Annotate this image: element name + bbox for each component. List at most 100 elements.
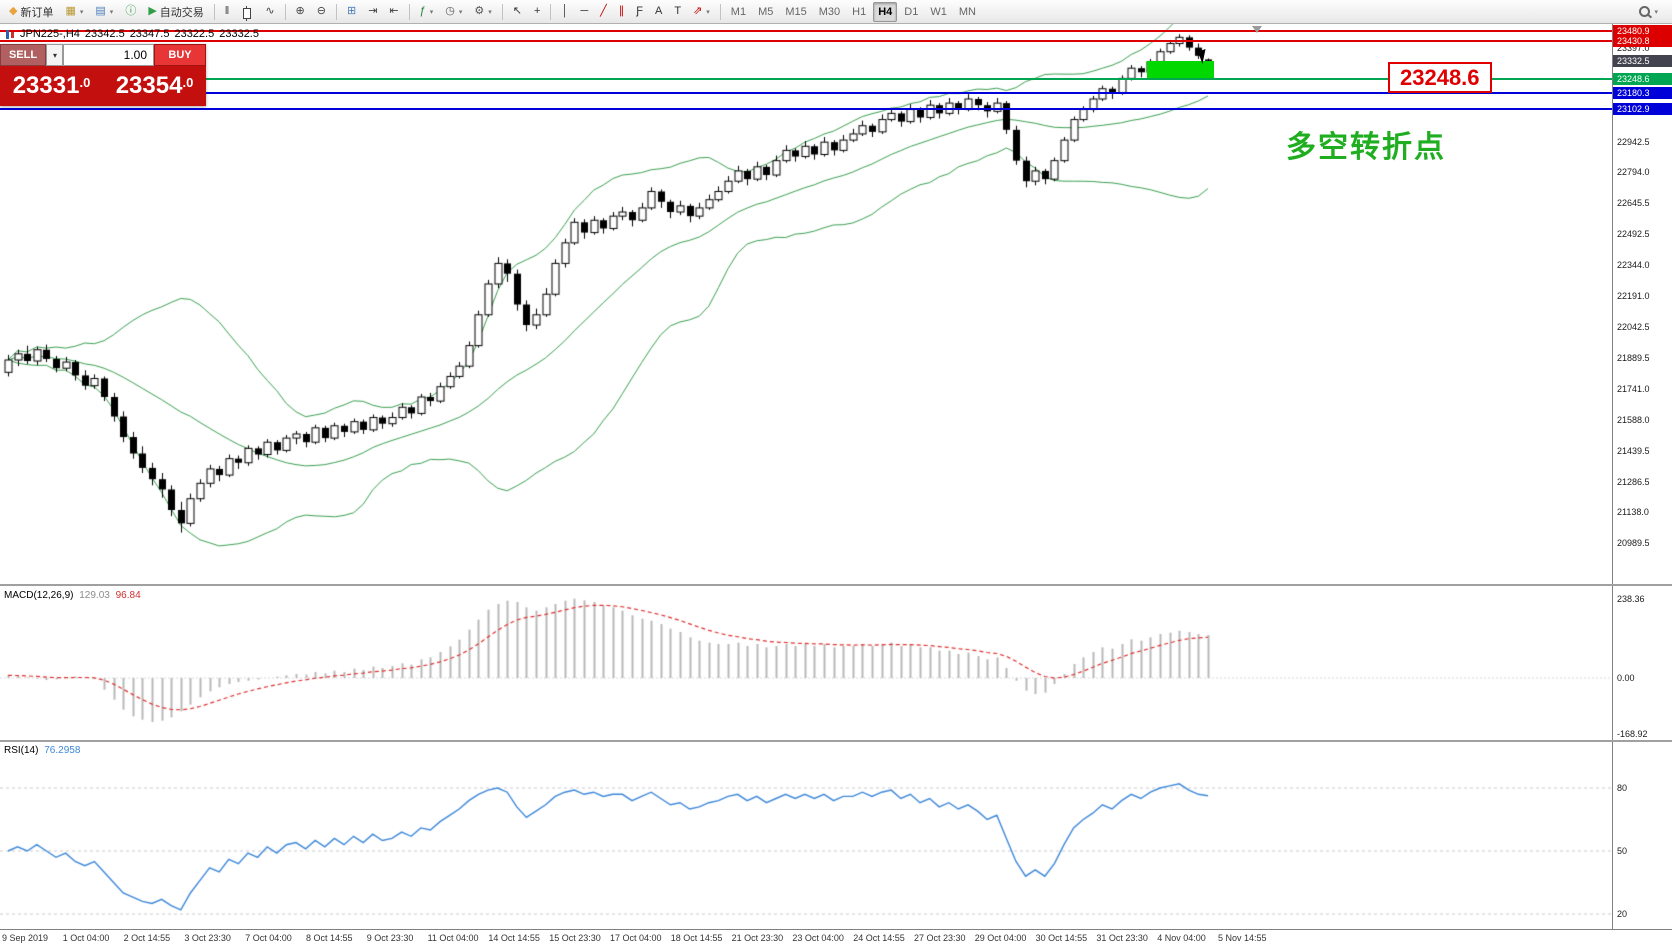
periods-button[interactable]: ◷ ▾ (440, 2, 467, 22)
price-axis-label: 20989.5 (1617, 538, 1650, 548)
timeframe-d1-button[interactable]: D1 (899, 2, 923, 22)
zoom-out-button[interactable]: ⊖ (312, 2, 331, 22)
buy-price-button[interactable]: 23354 .0 (103, 66, 206, 106)
horizontal-line-icon: ─ (580, 5, 589, 17)
label-button[interactable]: T (669, 2, 686, 22)
volume-input[interactable] (63, 44, 154, 66)
price-axis-label: 22492.5 (1617, 229, 1650, 240)
volume-dropdown-button[interactable]: ▾ (46, 44, 63, 66)
price-axis-box: 23180.3 (1613, 86, 1672, 99)
time-axis-label: 9 Oct 23:30 (366, 933, 414, 943)
ohlc-close: 23332.5 (219, 28, 259, 40)
chart-symbol-icon (5, 29, 15, 40)
turning-point-annotation[interactable]: 多空转折点 (1286, 131, 1446, 164)
time-axis-label: 21 Oct 23:30 (731, 933, 784, 943)
timeframe-m15-button-label: M15 (785, 5, 807, 18)
mql5-button[interactable]: ⓘ (120, 2, 141, 22)
price-callout[interactable]: 23248.6 (1388, 62, 1492, 93)
horizontal-line-button[interactable]: ─ (575, 2, 593, 22)
breakout-zone[interactable] (1147, 60, 1214, 79)
line-chart-button[interactable]: ∿ (260, 2, 279, 22)
main-macd-splitter[interactable] (0, 584, 1672, 586)
timeframe-mn-button-label: MN (958, 5, 976, 18)
templates-button[interactable]: ⚙ ▾ (469, 2, 496, 22)
timeframe-m30-button[interactable]: M30 (814, 2, 845, 22)
vertical-line-icon: │ (561, 5, 569, 17)
channel-button[interactable]: ∥ (614, 2, 630, 22)
ohlc-low: 23322.5 (174, 28, 215, 40)
dropdown-caret-icon: ▾ (1654, 8, 1658, 16)
sell-price-button[interactable]: 23331 .0 (0, 66, 103, 106)
timeframe-m1-button-label: M1 (730, 5, 747, 18)
toolbar-left: ◆ 新订单 ▦ ▾ ▤ ▾ ⓘ ▶ 自动交易 ǁ ∿ ⊕ ⊖ ⊞ ⇥ ⇤ ƒ ▾ ◷ ▾ ⚙ ▾ ↖ + │ ─ ╱ ∥ Ƒ A T ⇗ ▾ M1… (0, 0, 982, 23)
new-order-button-label: 新订单 (20, 6, 54, 19)
timeframe-m15-button[interactable]: M15 (780, 2, 811, 22)
price-axis[interactable]: 23397.0 22942.5 22794.0 22645.5 22492.5 22344… (1612, 0, 1672, 947)
crosshair-icon: + (534, 5, 541, 17)
timeframe-w1-button[interactable]: W1 (925, 2, 952, 22)
macd-rsi-splitter[interactable] (0, 740, 1672, 742)
toolbar-separator (335, 3, 337, 20)
pivot-line[interactable] (0, 77, 1612, 80)
buy-button[interactable]: BUY (154, 44, 206, 66)
macd-main-value: 129.03 (79, 590, 110, 601)
macd-label: MACD(12,26,9) 129.03 96.84 (4, 590, 141, 601)
timeframe-mn-button[interactable]: MN (954, 2, 981, 22)
time-axis-label: 15 Oct 23:30 (549, 933, 601, 943)
cursor-button[interactable]: ↖ (508, 2, 527, 22)
zoom-in-button[interactable]: ⊕ (291, 2, 310, 22)
new-order-button[interactable]: ◆ 新订单 (4, 2, 58, 22)
chart-shift-button[interactable]: ⇤ (384, 2, 403, 22)
sell-button[interactable]: SELL (0, 44, 46, 66)
current-price-box: 23332.5 (1613, 55, 1672, 68)
macd-signal-value: 96.84 (115, 590, 141, 601)
toolbar-separator (719, 3, 721, 20)
price-axis-label: 23397.0 (1617, 43, 1650, 54)
support-line-2[interactable] (0, 107, 1612, 110)
price-axis-label: 21741.0 (1617, 383, 1650, 394)
rsi-axis-label: 80 (1617, 783, 1628, 793)
timeframe-h1-button[interactable]: H1 (847, 2, 871, 22)
price-chart-canvas[interactable] (0, 24, 1612, 584)
indicators-button[interactable]: ƒ ▾ (415, 2, 439, 22)
resistance-line-2[interactable] (0, 40, 1612, 43)
vertical-line-button[interactable]: │ (556, 2, 573, 22)
search-button[interactable]: ▾ (1634, 2, 1663, 22)
chart-header: JPN225-,H4 23342.5 23347.5 23322.5 23332… (5, 28, 259, 40)
support-line-1[interactable] (0, 91, 1612, 94)
time-axis-label: 5 Nov 14:55 (1218, 933, 1267, 943)
tile-windows-button[interactable]: ⊞ (342, 2, 361, 22)
price-axis-label: 21138.0 (1617, 507, 1649, 518)
chart-shift-marker[interactable] (1252, 26, 1262, 33)
arrows-button[interactable]: ⇗ ▾ (688, 2, 715, 22)
macd-panel-canvas[interactable] (0, 586, 1612, 740)
text-icon: A (654, 5, 663, 17)
bar-chart-button[interactable]: ǁ (220, 2, 235, 22)
timeframe-m1-button[interactable]: M1 (726, 2, 751, 22)
time-axis[interactable]: 9 Sep 2019 1 Oct 04:00 2 Oct 14:55 3 Oct 23… (0, 929, 1672, 947)
time-axis-label: 7 Oct 04:00 (245, 933, 292, 943)
autotrading-icon: ▶ (148, 5, 157, 17)
autotrading-button[interactable]: ▶ 自动交易 (143, 2, 208, 22)
fibonacci-button[interactable]: Ƒ (631, 2, 648, 22)
trendline-button[interactable]: ╱ (595, 2, 612, 22)
price-axis-label: 22191.0 (1617, 291, 1650, 302)
candlestick-button[interactable] (236, 2, 258, 22)
auto-scroll-button[interactable]: ⇥ (363, 2, 382, 22)
info-icon: ⓘ (125, 5, 137, 17)
timeframe-h4-button[interactable]: H4 (873, 1, 898, 22)
rsi-panel-canvas[interactable] (0, 742, 1612, 928)
new-chart-button[interactable]: ▦ ▾ (60, 2, 88, 22)
time-axis-label: 24 Oct 14:55 (853, 933, 905, 943)
time-axis-label: 3 Oct 23:30 (184, 933, 231, 943)
dropdown-caret-icon: ▾ (706, 8, 710, 16)
toolbar-separator (284, 3, 286, 20)
timeframe-m5-button[interactable]: M5 (753, 2, 778, 22)
resistance-line-1[interactable] (0, 30, 1612, 32)
text-button[interactable]: A (650, 2, 667, 22)
price-axis-label: 21439.5 (1617, 445, 1650, 456)
crosshair-button[interactable]: + (529, 2, 545, 22)
rsi-axis-label: 20 (1617, 909, 1628, 919)
profiles-button[interactable]: ▤ ▾ (90, 2, 118, 22)
